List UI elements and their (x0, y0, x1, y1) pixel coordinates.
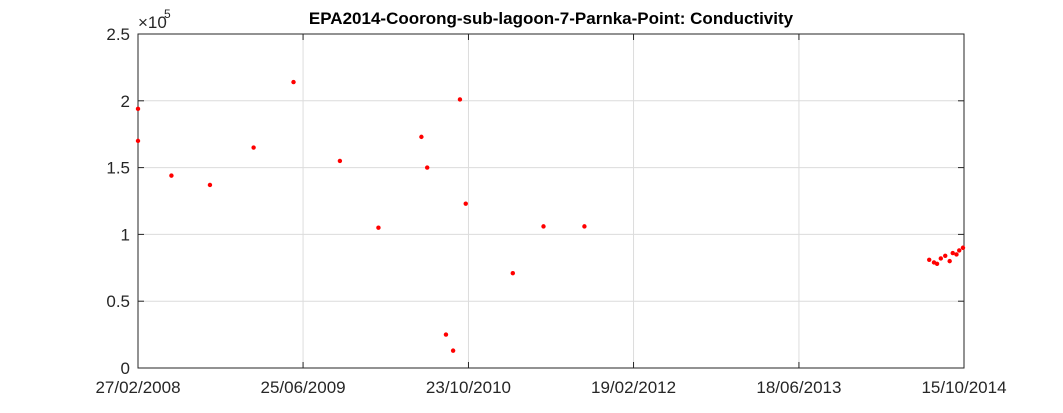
x-tick-label: 18/06/2013 (756, 378, 841, 397)
y-tick-label: 0 (121, 359, 130, 378)
x-tick-label: 15/10/2014 (921, 378, 1006, 397)
y-tick-label: 2.5 (106, 25, 130, 44)
data-point (251, 145, 256, 150)
y-tick-label: 0.5 (106, 292, 130, 311)
data-point (291, 79, 296, 85)
data-point (957, 248, 962, 253)
data-point (135, 138, 141, 144)
x-tick-label: 23/10/2010 (426, 378, 511, 397)
data-point (947, 258, 952, 264)
data-point (450, 348, 456, 353)
x-tick-label: 25/06/2009 (261, 378, 346, 397)
data-point (943, 253, 948, 258)
chart-title: EPA2014-Coorong-sub-lagoon-7-Parnka-Poin… (309, 9, 794, 28)
data-point (376, 225, 381, 230)
data-point (541, 224, 546, 229)
data-point (425, 165, 430, 170)
data-point (337, 158, 343, 164)
y-exponent-power: 5 (164, 7, 171, 21)
y-tick-label: 1.5 (106, 159, 130, 178)
data-point (510, 270, 516, 276)
data-point (582, 224, 587, 229)
data-point (443, 332, 449, 337)
data-point (169, 173, 174, 178)
plot-area-border (137, 33, 965, 369)
y-exponent-base: ×10 (138, 13, 167, 32)
data-point (938, 256, 944, 261)
data-point (954, 252, 959, 257)
data-point (927, 257, 932, 262)
data-point (207, 182, 213, 188)
y-tick-label: 2 (121, 92, 130, 111)
data-point (463, 201, 468, 206)
tick-labels: 27/02/2008 25/06/2009 23/10/2010 19/02/2012… (95, 25, 1006, 397)
data-point (960, 245, 966, 250)
data-point (419, 134, 424, 140)
y-tick-label: 1 (121, 225, 130, 244)
grid-lines (137, 33, 965, 369)
data-point (135, 106, 141, 112)
data-points (135, 79, 966, 353)
x-tick-label: 19/02/2012 (591, 378, 676, 397)
data-point (934, 261, 940, 266)
data-point (950, 250, 955, 256)
axis-ticks (137, 33, 965, 369)
data-point (457, 97, 463, 102)
x-tick-label: 27/02/2008 (95, 378, 180, 397)
